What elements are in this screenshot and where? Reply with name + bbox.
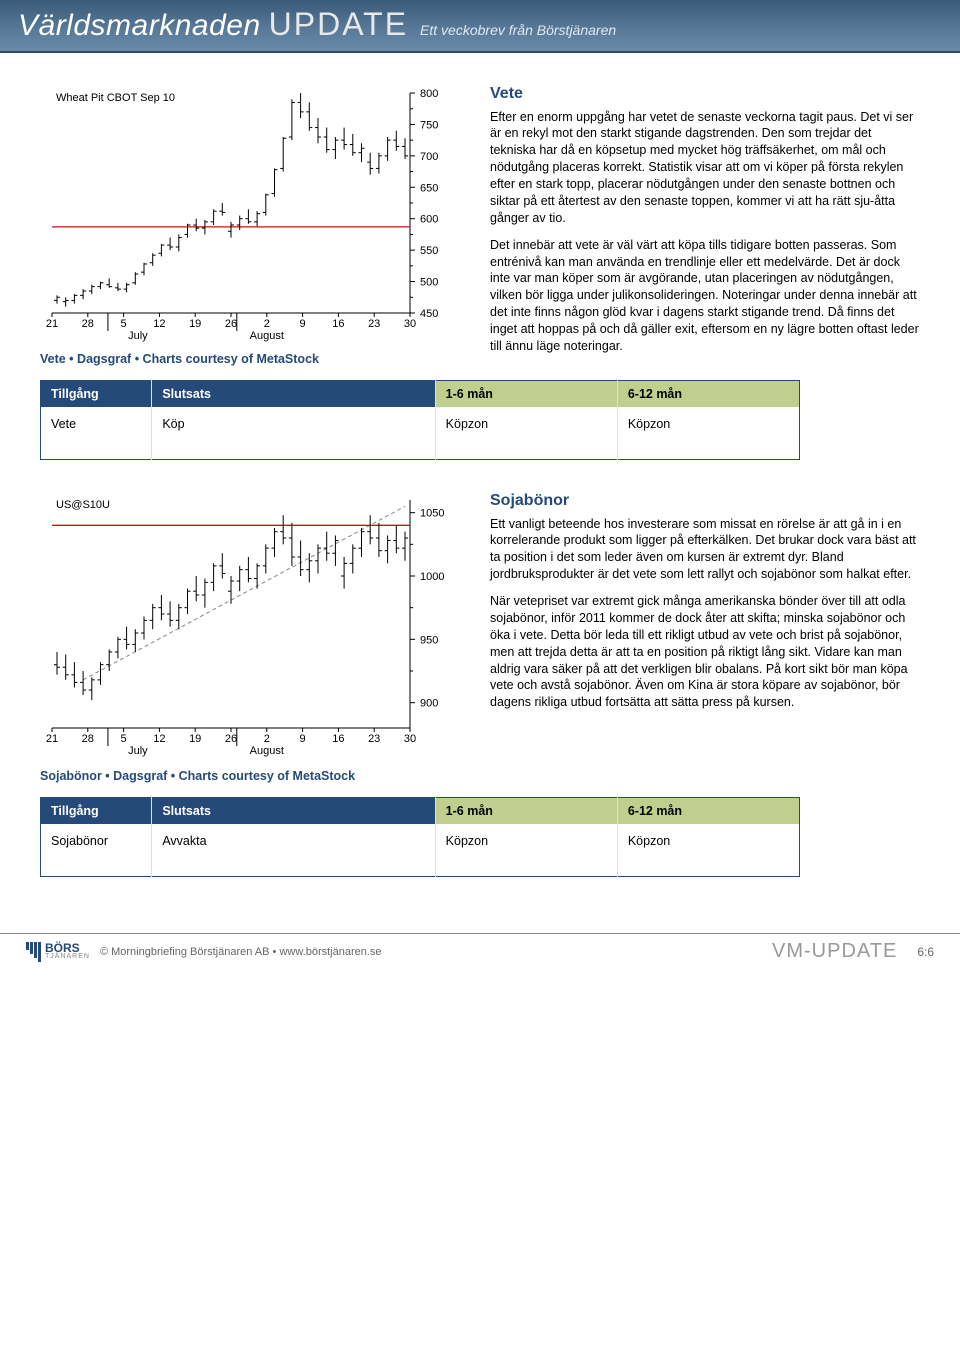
table-cell: Köp xyxy=(152,407,435,460)
body-paragraph: Ett vanligt beteende hos investerare som… xyxy=(490,516,920,584)
content-section: Wheat Pit CBOT Sep 10 450 500 550 600 650 700 7… xyxy=(40,83,920,366)
chart-box: US@S10U 900 950 1000 1050 21 28 5 12 19 26 2 9 16 23 30… xyxy=(40,490,470,765)
svg-text:16: 16 xyxy=(332,318,344,330)
table-header: 6-12 mån xyxy=(617,381,799,408)
svg-text:950: 950 xyxy=(420,634,438,646)
text-column: Sojabönor Ett vanligt beteende hos invest… xyxy=(490,490,920,783)
chart-caption: Vete • Dagsgraf • Charts courtesy of Met… xyxy=(40,352,470,366)
svg-text:12: 12 xyxy=(153,733,165,745)
svg-text:26: 26 xyxy=(225,733,237,745)
content-section: US@S10U 900 950 1000 1050 21 28 5 12 19 26 2 9 16 23 30… xyxy=(40,490,920,783)
svg-text:US@S10U: US@S10U xyxy=(56,499,110,511)
svg-text:5: 5 xyxy=(121,733,127,745)
svg-text:21: 21 xyxy=(46,318,58,330)
body-paragraph: Efter en enorm uppgång har vetet de sena… xyxy=(490,109,920,227)
section-title: Sojabönor xyxy=(490,490,920,512)
chart-box: Wheat Pit CBOT Sep 10 450 500 550 600 650 700 7… xyxy=(40,83,470,348)
svg-text:1050: 1050 xyxy=(420,508,444,520)
svg-text:30: 30 xyxy=(404,733,416,745)
table-cell: Köpzon xyxy=(435,824,617,877)
page-content: Wheat Pit CBOT Sep 10 450 500 550 600 650 700 7… xyxy=(0,53,960,917)
svg-text:9: 9 xyxy=(300,318,306,330)
table-row: VeteKöpKöpzonKöpzon xyxy=(41,407,800,460)
svg-text:650: 650 xyxy=(420,182,438,194)
svg-text:1000: 1000 xyxy=(420,571,444,583)
banner-subtitle: Ett veckobrev från Börstjänaren xyxy=(420,22,616,38)
svg-text:Wheat Pit CBOT Sep 10: Wheat Pit CBOT Sep 10 xyxy=(56,92,175,104)
banner-title-1: Världsmarknaden xyxy=(18,9,261,43)
svg-text:August: August xyxy=(250,330,284,342)
svg-text:750: 750 xyxy=(420,119,438,131)
footer-copyright: © Morningbriefing Börstjänaren AB • www.… xyxy=(100,946,382,958)
logo-bars-icon xyxy=(26,942,41,962)
page-footer: BÖRS TJÄNAREN © Morningbriefing Börstjän… xyxy=(0,933,960,971)
table-header: Slutsats xyxy=(152,798,435,825)
body-paragraph: Det innebär att vete är väl värt att köp… xyxy=(490,237,920,355)
svg-text:600: 600 xyxy=(420,214,438,226)
header-banner: Världsmarknaden UPDATE Ett veckobrev frå… xyxy=(0,0,960,53)
table-header: 6-12 mån xyxy=(617,798,799,825)
svg-text:26: 26 xyxy=(225,318,237,330)
table-header: Slutsats xyxy=(152,381,435,408)
table-cell: Köpzon xyxy=(617,407,799,460)
table-header: Tillgång xyxy=(41,381,152,408)
summary-table: TillgångSlutsats1-6 mån6-12 månVeteKöpKö… xyxy=(40,380,800,460)
svg-text:28: 28 xyxy=(82,318,94,330)
table-cell: Vete xyxy=(41,407,152,460)
svg-text:16: 16 xyxy=(332,733,344,745)
svg-text:23: 23 xyxy=(368,318,380,330)
svg-text:21: 21 xyxy=(46,733,58,745)
text-column: Vete Efter en enorm uppgång har vetet de … xyxy=(490,83,920,366)
svg-text:19: 19 xyxy=(189,318,201,330)
svg-text:2: 2 xyxy=(264,733,270,745)
section-title: Vete xyxy=(490,83,920,105)
svg-text:800: 800 xyxy=(420,88,438,100)
summary-table: TillgångSlutsats1-6 mån6-12 månSojabönor… xyxy=(40,797,800,877)
svg-text:450: 450 xyxy=(420,308,438,320)
footer-logo: BÖRS TJÄNAREN xyxy=(26,942,90,962)
svg-text:9: 9 xyxy=(300,733,306,745)
table-header: 1-6 mån xyxy=(435,381,617,408)
body-paragraph: När vetepriset var extremt gick många am… xyxy=(490,593,920,711)
banner-title-2: UPDATE xyxy=(269,6,408,43)
svg-text:550: 550 xyxy=(420,245,438,257)
table-cell: Sojabönor xyxy=(41,824,152,877)
table-header: Tillgång xyxy=(41,798,152,825)
table-row: SojabönorAvvaktaKöpzonKöpzon xyxy=(41,824,800,877)
ohlc-chart: US@S10U 900 950 1000 1050 21 28 5 12 19 26 2 9 16 23 30… xyxy=(40,490,470,765)
table-cell: Avvakta xyxy=(152,824,435,877)
chart-caption: Sojabönor • Dagsgraf • Charts courtesy o… xyxy=(40,769,470,783)
table-header: 1-6 mån xyxy=(435,798,617,825)
svg-text:30: 30 xyxy=(404,318,416,330)
chart-column: US@S10U 900 950 1000 1050 21 28 5 12 19 26 2 9 16 23 30… xyxy=(40,490,470,783)
svg-text:500: 500 xyxy=(420,277,438,289)
chart-column: Wheat Pit CBOT Sep 10 450 500 550 600 650 700 7… xyxy=(40,83,470,366)
svg-text:900: 900 xyxy=(420,698,438,710)
svg-text:2: 2 xyxy=(264,318,270,330)
svg-text:5: 5 xyxy=(121,318,127,330)
svg-text:12: 12 xyxy=(153,318,165,330)
svg-text:August: August xyxy=(250,745,284,757)
footer-page-number: 6:6 xyxy=(917,945,934,959)
svg-text:23: 23 xyxy=(368,733,380,745)
svg-text:19: 19 xyxy=(189,733,201,745)
table-cell: Köpzon xyxy=(617,824,799,877)
svg-text:July: July xyxy=(128,745,148,757)
footer-logo-sub: TJÄNAREN xyxy=(45,954,90,960)
ohlc-chart: Wheat Pit CBOT Sep 10 450 500 550 600 650 700 7… xyxy=(40,83,470,348)
svg-text:July: July xyxy=(128,330,148,342)
svg-text:28: 28 xyxy=(82,733,94,745)
footer-vm-label: VM-UPDATE xyxy=(772,940,897,963)
svg-text:700: 700 xyxy=(420,151,438,163)
table-cell: Köpzon xyxy=(435,407,617,460)
